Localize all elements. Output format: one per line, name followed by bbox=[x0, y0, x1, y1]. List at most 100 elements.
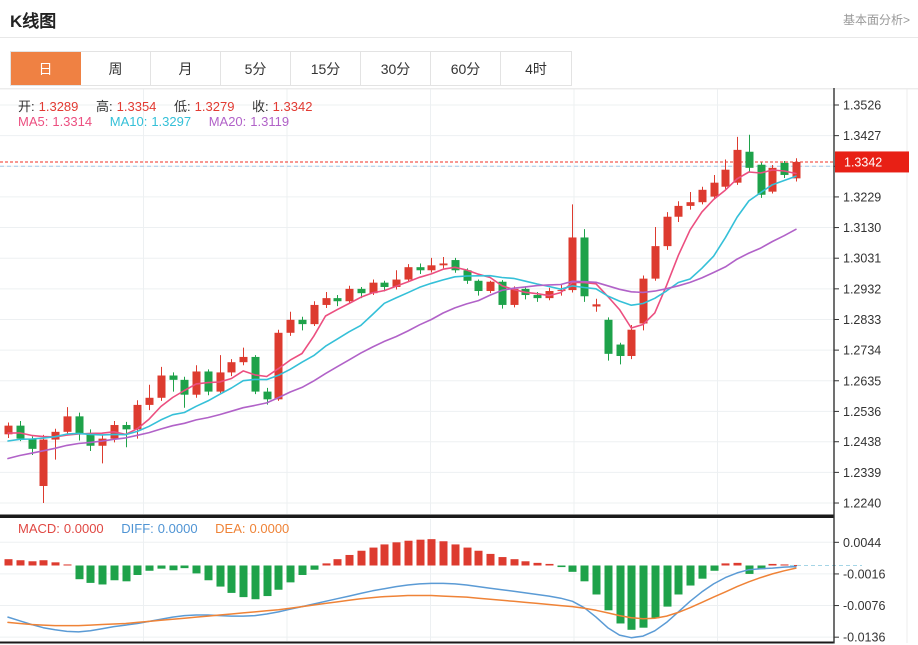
macd-hist-bar bbox=[86, 565, 95, 583]
axis-tick-label: 1.3031 bbox=[843, 252, 881, 266]
candle-body bbox=[451, 260, 460, 271]
tab-period-6[interactable]: 30分 bbox=[361, 52, 431, 85]
candle-body bbox=[357, 288, 366, 294]
macd-value: 0.0000 bbox=[63, 521, 104, 536]
macd-hist-bar bbox=[251, 565, 260, 600]
macd-hist-bar bbox=[616, 565, 625, 624]
axis-tick-label: 1.3427 bbox=[843, 129, 881, 143]
ma20-label: MA20: bbox=[208, 114, 247, 129]
candle-body bbox=[580, 237, 589, 297]
candle-body bbox=[380, 282, 389, 287]
macd-hist-bar bbox=[16, 560, 25, 566]
low-value: 1.3279 bbox=[194, 99, 235, 114]
macd-hist-bar bbox=[639, 565, 648, 628]
macd-hist-bar bbox=[768, 563, 777, 566]
tab-period-2[interactable]: 周 bbox=[81, 52, 151, 85]
macd-hist-bar bbox=[204, 565, 213, 581]
candle-body bbox=[157, 375, 166, 398]
candle-body bbox=[286, 319, 295, 333]
ma10-label: MA10: bbox=[109, 114, 148, 129]
candle-body bbox=[145, 397, 154, 405]
macd-hist-bar bbox=[416, 539, 425, 566]
candle-body bbox=[274, 332, 283, 400]
candle-body bbox=[322, 298, 331, 305]
macd-hist-bar bbox=[369, 547, 378, 566]
candle-body bbox=[63, 416, 72, 432]
tab-period-3[interactable]: 月 bbox=[151, 52, 221, 85]
tab-period-1[interactable]: 日 bbox=[11, 52, 81, 85]
tab-period-4[interactable]: 5分 bbox=[221, 52, 291, 85]
macd-hist-bar bbox=[510, 559, 519, 566]
macd-hist-bar bbox=[733, 562, 742, 566]
candle-body bbox=[604, 319, 613, 354]
macd-hist-bar bbox=[463, 547, 472, 566]
macd-hist-bar bbox=[721, 563, 730, 566]
macd-hist-bar bbox=[322, 563, 331, 566]
candle-body bbox=[310, 304, 319, 325]
macd-hist-bar bbox=[286, 565, 295, 583]
diff-line bbox=[7, 565, 797, 639]
candle-body bbox=[568, 237, 577, 291]
macd-hist-bar bbox=[122, 565, 131, 582]
candle-body bbox=[757, 164, 766, 195]
axis-tick-label: 1.3229 bbox=[843, 190, 881, 204]
macd-hist-bar bbox=[298, 565, 307, 575]
candle-body bbox=[533, 295, 542, 299]
candle-body bbox=[710, 182, 719, 197]
macd-hist-bar bbox=[98, 565, 107, 585]
close-value: 1.3342 bbox=[272, 99, 313, 114]
diff-value: 0.0000 bbox=[157, 521, 198, 536]
macd-hist-bar bbox=[333, 559, 342, 566]
macd-hist-bar bbox=[133, 565, 142, 575]
dea-label: DEA: bbox=[215, 521, 246, 536]
candle-body bbox=[369, 282, 378, 294]
axis-tick-label: 0.0044 bbox=[843, 536, 881, 550]
main-macd-separator bbox=[0, 514, 834, 518]
macd-hist-bar bbox=[28, 561, 37, 566]
fundamental-analysis-link[interactable]: 基本面分析> bbox=[842, 13, 910, 27]
tab-period-5[interactable]: 15分 bbox=[291, 52, 361, 85]
candle-body bbox=[404, 267, 413, 280]
candle-body bbox=[616, 344, 625, 357]
macd-hist-bar bbox=[580, 565, 589, 582]
macd-hist-bar bbox=[357, 550, 366, 566]
page-title: K线图 bbox=[10, 12, 57, 31]
candle-body bbox=[439, 263, 448, 266]
axis-tick-label: 1.3526 bbox=[843, 99, 881, 113]
diff-label: DIFF: bbox=[121, 521, 154, 536]
low-label: 低: bbox=[174, 99, 191, 114]
macd-hist-bar bbox=[63, 564, 72, 566]
macd-hist-bar bbox=[757, 565, 766, 570]
macd-label: MACD: bbox=[18, 521, 60, 536]
candle-body bbox=[745, 151, 754, 168]
tab-period-7[interactable]: 60分 bbox=[431, 52, 501, 85]
axis-tick-label: 1.2932 bbox=[843, 282, 881, 296]
candle-body bbox=[545, 291, 554, 299]
current-price-tag-label: 1.3342 bbox=[844, 155, 882, 169]
candle-body bbox=[651, 246, 660, 279]
macd-hist-bar bbox=[686, 565, 695, 586]
period-tabbar: 日周月 5分 15分 30分 60分 4时 bbox=[10, 51, 572, 86]
ma-legend: MA5: 1.3314 MA10: 1.3297 MA20: 1.3119 bbox=[18, 114, 293, 129]
macd-hist-bar bbox=[39, 560, 48, 566]
ma10-line bbox=[7, 175, 797, 442]
macd-hist-bar bbox=[627, 565, 636, 630]
candle-body bbox=[4, 425, 13, 435]
axis-tick-label: 1.2339 bbox=[843, 466, 881, 480]
axis-tick-label: 1.3130 bbox=[843, 221, 881, 235]
macd-hist-bar bbox=[380, 544, 389, 566]
candle-body bbox=[627, 329, 636, 357]
header-divider bbox=[0, 37, 918, 38]
macd-hist-bar bbox=[157, 565, 166, 569]
ma20-line bbox=[7, 228, 797, 460]
candle-body bbox=[122, 425, 131, 430]
dea-value: 0.0000 bbox=[249, 521, 290, 536]
macd-hist-bar bbox=[4, 559, 13, 566]
candle-body bbox=[780, 162, 789, 175]
macd-legend: MACD: 0.0000 DIFF: 0.0000 DEA: 0.0000 bbox=[18, 521, 293, 536]
candle-body bbox=[392, 279, 401, 287]
tab-period-8[interactable]: 4时 bbox=[501, 52, 571, 85]
candle-body bbox=[557, 290, 566, 292]
axis-tick-label: -0.0136 bbox=[843, 631, 885, 645]
